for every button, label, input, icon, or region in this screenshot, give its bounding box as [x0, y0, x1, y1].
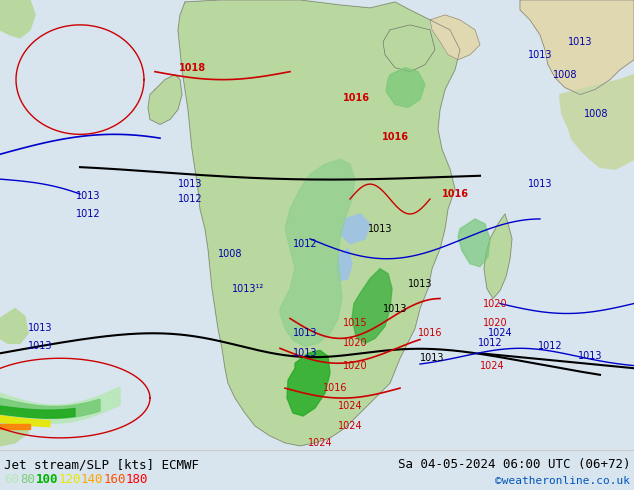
Text: 1012: 1012 [538, 342, 562, 351]
Text: 1013: 1013 [75, 191, 100, 201]
Text: 1020: 1020 [302, 455, 327, 465]
Polygon shape [386, 68, 425, 107]
Text: 1012: 1012 [293, 239, 317, 249]
Polygon shape [148, 74, 182, 124]
Text: 120: 120 [58, 473, 81, 486]
Text: 1013: 1013 [293, 348, 317, 358]
Text: 1020: 1020 [343, 361, 367, 371]
Polygon shape [0, 387, 120, 423]
Text: 1024: 1024 [488, 328, 512, 339]
Text: 1024: 1024 [480, 361, 504, 371]
Text: 1012: 1012 [75, 209, 100, 219]
Text: 1016: 1016 [418, 328, 443, 339]
Polygon shape [340, 214, 370, 244]
Text: 1016: 1016 [382, 132, 408, 142]
Text: 60: 60 [4, 473, 19, 486]
Text: Jet stream/SLP [kts] ECMWF: Jet stream/SLP [kts] ECMWF [4, 458, 199, 471]
Text: 1015: 1015 [343, 318, 367, 328]
Text: 1013: 1013 [578, 351, 602, 361]
Polygon shape [383, 25, 435, 72]
Text: 1013: 1013 [383, 303, 407, 314]
Text: 1012: 1012 [477, 338, 502, 348]
Text: 1013: 1013 [527, 49, 552, 60]
Text: 1013: 1013 [178, 179, 202, 189]
Text: 1016: 1016 [441, 189, 469, 199]
Text: 160: 160 [103, 473, 126, 486]
Polygon shape [0, 416, 50, 427]
Text: 1018: 1018 [178, 63, 205, 73]
Polygon shape [352, 269, 392, 343]
Text: 1013: 1013 [28, 342, 52, 351]
Text: 80: 80 [20, 473, 35, 486]
Polygon shape [0, 403, 30, 446]
Text: 1008: 1008 [553, 70, 577, 80]
Text: 1013: 1013 [527, 179, 552, 189]
Polygon shape [458, 219, 490, 267]
Polygon shape [430, 15, 480, 60]
Text: 1016: 1016 [342, 93, 370, 102]
Text: 1020: 1020 [343, 338, 367, 348]
Text: 1024: 1024 [338, 421, 362, 431]
Polygon shape [0, 406, 75, 418]
Text: 1008: 1008 [217, 249, 242, 259]
Polygon shape [560, 74, 634, 169]
Polygon shape [484, 214, 512, 298]
Text: 1020: 1020 [482, 298, 507, 309]
Polygon shape [0, 398, 100, 418]
Text: 1013: 1013 [408, 279, 432, 289]
Polygon shape [0, 309, 28, 343]
Text: 1016: 1016 [323, 383, 347, 393]
Polygon shape [336, 249, 352, 281]
Text: 1013: 1013 [293, 328, 317, 339]
Text: Sa 04-05-2024 06:00 UTC (06+72): Sa 04-05-2024 06:00 UTC (06+72) [398, 458, 630, 471]
Text: 1024: 1024 [338, 401, 362, 411]
Text: ©weatheronline.co.uk: ©weatheronline.co.uk [495, 476, 630, 486]
Text: 1013: 1013 [420, 353, 444, 363]
Polygon shape [280, 159, 355, 346]
Text: 1013: 1013 [568, 37, 592, 47]
Text: 1008: 1008 [584, 109, 608, 120]
Text: 1013¹²: 1013¹² [232, 284, 264, 294]
Text: 1020: 1020 [482, 318, 507, 328]
Text: 1013: 1013 [28, 323, 52, 333]
Text: 100: 100 [36, 473, 58, 486]
Polygon shape [178, 0, 460, 446]
Text: 140: 140 [81, 473, 103, 486]
Polygon shape [0, 0, 35, 38]
Text: 1012: 1012 [178, 194, 202, 204]
Text: 1024: 1024 [307, 438, 332, 448]
Polygon shape [287, 350, 330, 416]
Polygon shape [520, 0, 634, 95]
Polygon shape [0, 424, 30, 429]
Text: 1013: 1013 [368, 224, 392, 234]
Text: 180: 180 [126, 473, 148, 486]
